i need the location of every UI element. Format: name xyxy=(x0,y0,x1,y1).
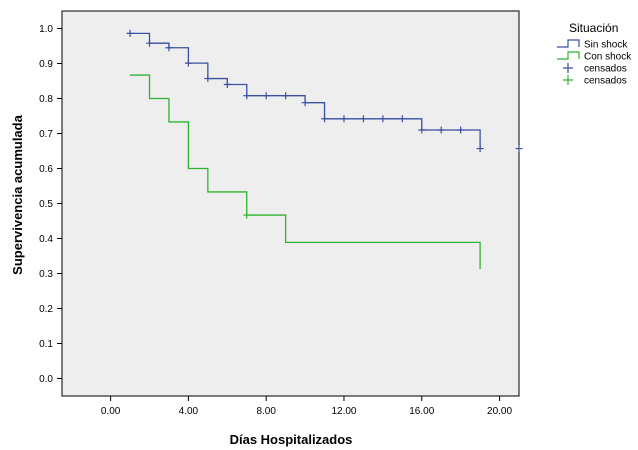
y-tick-label: 0.5 xyxy=(39,199,53,210)
censor-mark xyxy=(379,115,387,123)
censor-mark xyxy=(418,126,426,134)
censor-mark xyxy=(243,211,251,219)
legend-label: Sin shock xyxy=(584,40,628,51)
censor-mark xyxy=(340,115,348,123)
censor-mark xyxy=(126,29,134,37)
y-tick-label: 0.0 xyxy=(39,374,53,385)
plot-background xyxy=(61,10,520,397)
censor-mark xyxy=(165,44,173,52)
legend-entry: censados xyxy=(563,63,627,75)
legend-plus-swatch xyxy=(563,63,573,73)
legend-entry: Con shock xyxy=(557,51,632,63)
x-tick-label: 8.00 xyxy=(256,406,276,417)
y-tick-label: 0.4 xyxy=(39,234,53,245)
y-tick-label: 0.3 xyxy=(39,269,53,280)
legend-step-swatch xyxy=(557,39,580,48)
legend-entry: censados xyxy=(563,75,627,87)
legend-label: censados xyxy=(584,76,627,87)
censor-mark xyxy=(515,145,523,153)
y-tick-label: 1.0 xyxy=(39,24,53,35)
censor-mark xyxy=(282,92,290,100)
censor-mark xyxy=(204,75,212,83)
censor-mark xyxy=(301,99,309,107)
legend-entry: Sin shock xyxy=(557,39,628,51)
series-sin-shock xyxy=(126,29,523,153)
legend-label: censados xyxy=(584,64,627,75)
censor-mark xyxy=(437,126,445,134)
x-tick-label: 12.00 xyxy=(331,406,356,417)
series-con-shock xyxy=(130,74,481,269)
censor-mark xyxy=(321,115,329,123)
legend-plus-swatch xyxy=(563,75,573,85)
y-tick-label: 0.6 xyxy=(39,164,53,175)
x-axis-title: Días Hospitalizados xyxy=(230,432,353,447)
y-tick-label: 0.2 xyxy=(39,304,53,315)
censor-mark xyxy=(359,115,367,123)
censor-mark xyxy=(223,81,231,88)
survival-step-line xyxy=(130,74,481,269)
series-layer xyxy=(126,29,523,269)
x-axis: 0.00 4.00 8.00 12.00 16.00 20.00 xyxy=(101,396,513,417)
censor-mark xyxy=(476,145,484,153)
plot-area xyxy=(61,10,520,397)
censor-mark xyxy=(146,39,154,47)
censor-mark xyxy=(243,92,251,100)
y-axis-title: Supervivencia acumulada xyxy=(10,114,25,274)
y-axis: 0.0 0.1 0.2 0.3 0.4 0.5 0.6 0.7 0.8 0.9 1.0 xyxy=(39,24,62,385)
legend-title: Situación xyxy=(569,21,618,35)
y-tick-label: 0.1 xyxy=(39,339,53,350)
y-tick-label: 0.9 xyxy=(39,59,53,70)
legend-label: Con shock xyxy=(584,52,632,63)
censor-mark xyxy=(398,115,406,123)
legend-step-swatch xyxy=(557,51,580,60)
y-tick-label: 0.8 xyxy=(39,94,53,105)
x-tick-label: 4.00 xyxy=(179,406,199,417)
censor-mark xyxy=(457,126,465,134)
x-tick-label: 0.00 xyxy=(101,406,121,417)
x-tick-label: 16.00 xyxy=(409,406,434,417)
censor-mark xyxy=(184,59,192,67)
y-tick-label: 0.7 xyxy=(39,129,53,140)
censor-mark xyxy=(262,92,270,100)
x-tick-label: 20.00 xyxy=(487,406,512,417)
